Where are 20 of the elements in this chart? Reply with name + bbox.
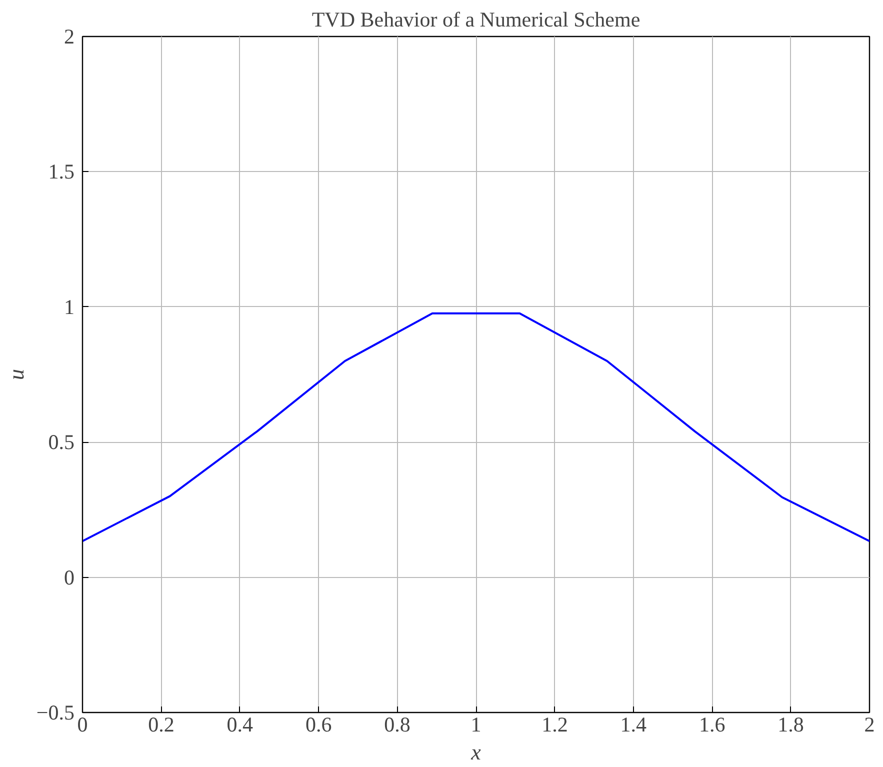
x-tick-label: 0.8 — [384, 712, 410, 736]
x-tick-label: 2 — [864, 712, 875, 736]
x-tick-label: 0.2 — [148, 712, 174, 736]
x-tick-label: 1.8 — [778, 712, 804, 736]
y-tick-label: 0 — [64, 565, 74, 590]
y-tick-label: 1.5 — [48, 160, 74, 184]
x-tick-label: 1.4 — [620, 712, 648, 736]
y-tick-label: 1 — [64, 294, 74, 319]
x-tick-label: 0.4 — [226, 712, 254, 736]
x-tick-label: 1 — [470, 712, 482, 736]
y-tick-label: 0.5 — [48, 430, 74, 454]
chart-title: TVD Behavior of a Numerical Scheme — [312, 8, 640, 32]
x-tick-label: 1.2 — [542, 712, 568, 736]
y-tick-label: −0.5 — [36, 700, 74, 724]
y-tick-label: 2 — [64, 24, 74, 48]
x-tick-label: 0.6 — [305, 712, 332, 736]
y-axis-title: u — [3, 369, 28, 380]
line-series — [82, 312, 870, 542]
x-axis-title: x — [470, 740, 482, 764]
x-tick-label: 1.6 — [698, 712, 726, 736]
